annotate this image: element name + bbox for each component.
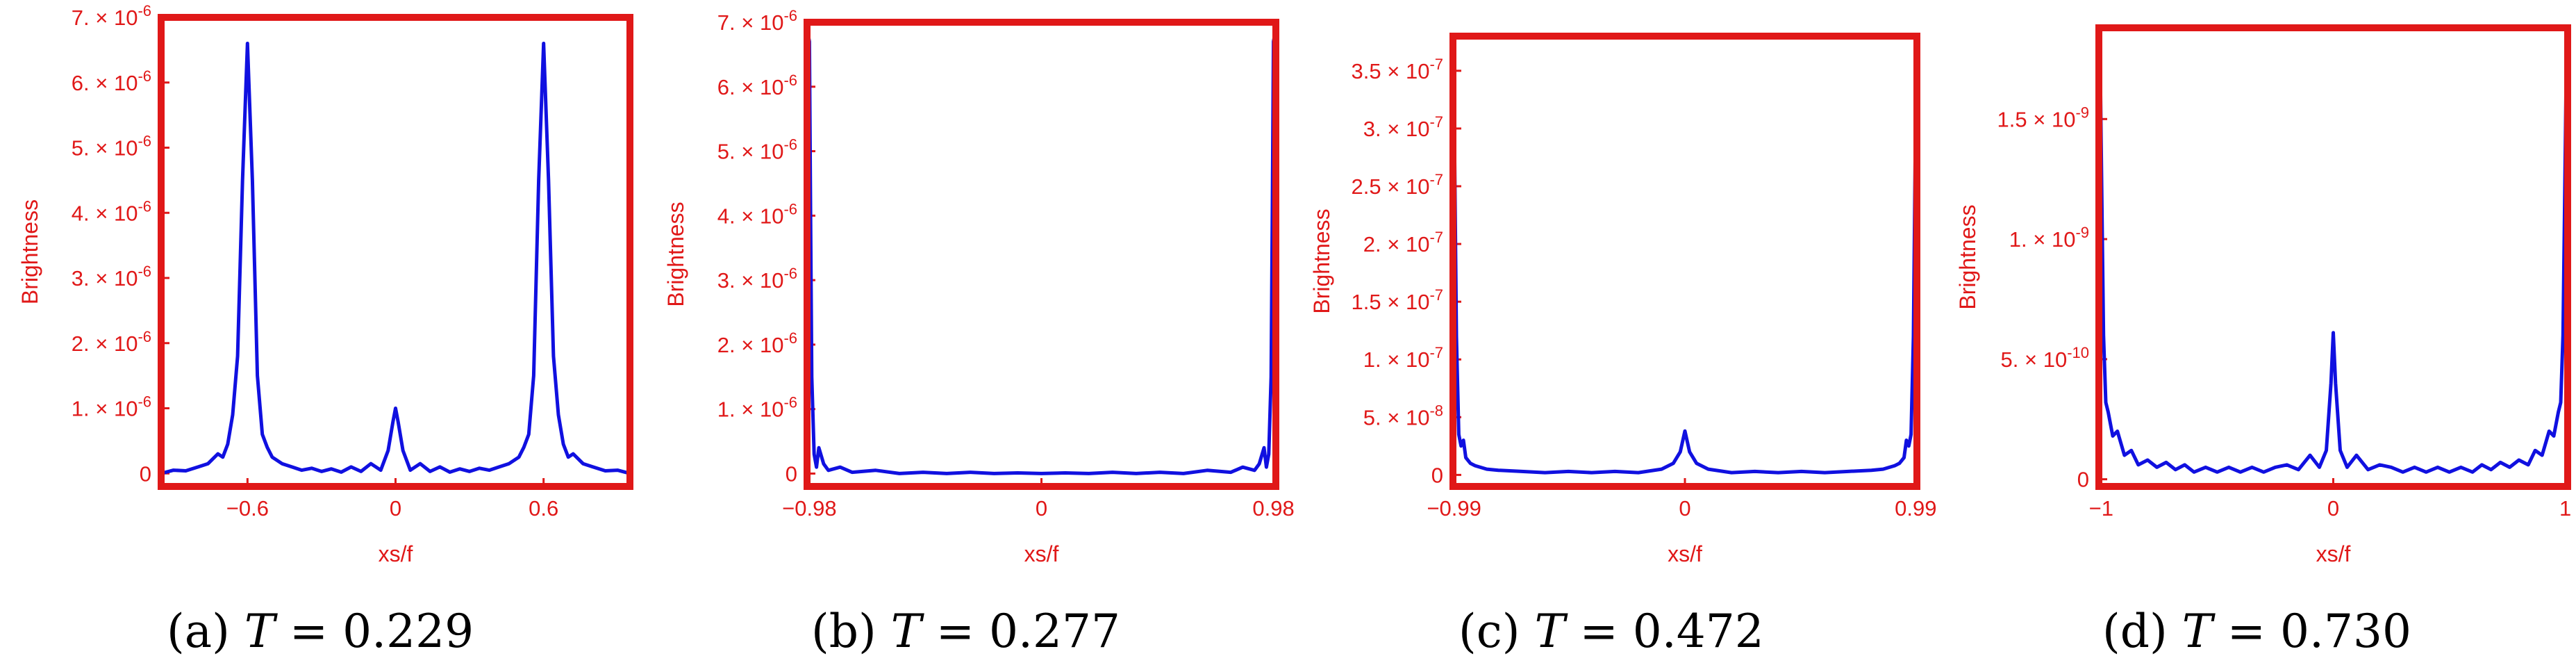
chart-d-xlabel: xs/f (2316, 541, 2351, 566)
caption-d: (d) T = 0.730 (2102, 605, 2411, 658)
chart-c-frame (1449, 33, 1920, 490)
caption-b-prefix: (b) (811, 605, 891, 658)
chart-c-series-line-0 (1451, 59, 1919, 475)
chart-a-plot: 0 1. × 10-6 2. × 10-6 3. × 10-6 4. × 10-6 5. … (17, 2, 633, 566)
chart-c-ytick-label-3: 1.5 × 10-7 (1352, 286, 1443, 314)
chart-a-xtick-label-0: −0.6 (226, 496, 269, 521)
caption-d-prefix: (d) (2102, 605, 2182, 658)
chart-b-xtick-label-0: −0.98 (782, 496, 836, 521)
chart-d-ylabel: Brightness (1955, 204, 1980, 309)
chart-c-ytick-label-1: 5. × 10-8 (1363, 402, 1443, 429)
chart-a-ytick-label-1: 1. × 10-6 (72, 393, 151, 421)
caption-b-value: = 0.277 (921, 605, 1120, 658)
chart-b-xtick-label-1: 0 (1036, 496, 1047, 521)
caption-c: (c) T = 0.472 (1459, 605, 1764, 658)
chart-b-ytick-label-4: 4. × 10-6 (717, 200, 797, 228)
chart-d-ytick-label-2: 1. × 10-9 (2009, 224, 2089, 252)
caption-d-value: = 0.730 (2212, 605, 2411, 658)
chart-d-xtick-label-0: −1 (2089, 496, 2113, 521)
chart-b-ytick-label-7: 7. × 10-6 (717, 7, 797, 35)
chart-d-ytick-label-0: 0 (2077, 468, 2089, 492)
chart-d-series-line-0 (2098, 47, 2568, 474)
chart-d-ytick-label-1: 5. × 10-10 (2001, 344, 2089, 372)
chart-a-frame (158, 14, 633, 490)
caption-a-prefix: (a) (167, 605, 244, 658)
chart-c-ytick-label-2: 1. × 10-7 (1363, 344, 1443, 372)
chart-c-ytick-label-6: 3. × 10-7 (1363, 113, 1443, 141)
chart-a-ylabel: Brightness (17, 199, 42, 304)
caption-b-variable: T (890, 605, 922, 658)
chart-a-ytick-label-0: 0 (140, 461, 151, 486)
chart-panel-c: 0 5. × 10-8 1. × 10-7 1.5 × 10-7 2. × 10-7 2.… (1292, 0, 1938, 672)
chart-c-xtick-label-1: 0 (1679, 496, 1690, 521)
chart-d-ytick-label-3: 1.5 × 10-9 (1997, 104, 2089, 131)
chart-d-plot: 05. × 10-101. × 10-91.5 × 10-9−1 0 1xs/fBr… (1955, 24, 2571, 566)
chart-c-plot: 0 5. × 10-8 1. × 10-7 1.5 × 10-7 2. × 10-7 2.… (1309, 33, 1936, 566)
chart-b-xlabel: xs/f (1024, 541, 1059, 566)
chart-b-ytick-label-0: 0 (786, 461, 797, 486)
chart-b-xtick-label-2: 0.98 (1252, 496, 1294, 521)
chart-d-xtick-label-1: 0 (2327, 496, 2339, 521)
caption-a-variable: T (244, 605, 275, 658)
chart-b-ytick-label-3: 3. × 10-6 (717, 265, 797, 293)
chart-c-ylabel: Brightness (1309, 208, 1334, 313)
chart-b-ytick-label-5: 5. × 10-6 (717, 136, 797, 164)
caption-c-variable: T (1534, 605, 1565, 658)
chart-c-xlabel: xs/f (1668, 541, 1702, 566)
chart-b-ytick-label-2: 2. × 10-6 (717, 329, 797, 357)
chart-a-xlabel: xs/f (379, 541, 413, 566)
chart-b-ytick-label-6: 6. × 10-6 (717, 72, 797, 99)
chart-a-series-line-0 (160, 42, 631, 475)
caption-c-prefix: (c) (1459, 605, 1535, 658)
chart-c-ytick-label-5: 2.5 × 10-7 (1352, 171, 1443, 199)
chart-a-ytick-label-6: 6. × 10-6 (72, 67, 151, 95)
chart-d-frame (2095, 24, 2571, 490)
chart-d-xtick-label-2: 1 (2559, 496, 2571, 521)
chart-c-ytick-label-4: 2. × 10-7 (1363, 229, 1443, 256)
caption-a: (a) T = 0.229 (167, 605, 474, 658)
chart-c-ytick-label-7: 3.5 × 10-7 (1352, 56, 1443, 83)
chart-b-ylabel: Brightness (663, 202, 688, 306)
chart-a-ytick-label-5: 5. × 10-6 (72, 133, 151, 161)
chart-a-ytick-label-3: 3. × 10-6 (72, 263, 151, 290)
caption-a-value: = 0.229 (274, 605, 474, 658)
chart-b-plot: 0 1. × 10-6 2. × 10-6 3. × 10-6 4. × 10-6 5. … (663, 7, 1295, 566)
chart-c-xtick-label-2: 0.99 (1895, 496, 1936, 521)
caption-d-variable: T (2182, 605, 2213, 658)
chart-c-ytick-label-0: 0 (1431, 463, 1443, 487)
chart-a-ytick-label-2: 2. × 10-6 (72, 328, 151, 356)
chart-b-ytick-label-1: 1. × 10-6 (717, 394, 797, 422)
chart-panel-a: 0 1. × 10-6 2. × 10-6 3. × 10-6 4. × 10-6 5. … (0, 0, 646, 672)
chart-a-ytick-label-7: 7. × 10-6 (72, 2, 151, 30)
chart-b-series-line-0 (805, 33, 1278, 475)
caption-b: (b) T = 0.277 (811, 605, 1120, 658)
chart-a-xtick-label-1: 0 (390, 496, 401, 521)
caption-c-value: = 0.472 (1565, 605, 1764, 658)
chart-c-xtick-label-0: −0.99 (1427, 496, 1481, 521)
chart-a-xtick-label-2: 0.6 (529, 496, 558, 521)
chart-panel-d: 0 5. × 10-10 1. × 10-9 1.5 × 10-9 −1 0 1 xs/f Br… (1938, 0, 2576, 672)
chart-panel-b: 0 1. × 10-6 2. × 10-6 3. × 10-6 4. × 10-6 5. … (646, 0, 1295, 672)
chart-a-ytick-label-4: 4. × 10-6 (72, 197, 151, 225)
chart-b-frame (804, 19, 1279, 490)
